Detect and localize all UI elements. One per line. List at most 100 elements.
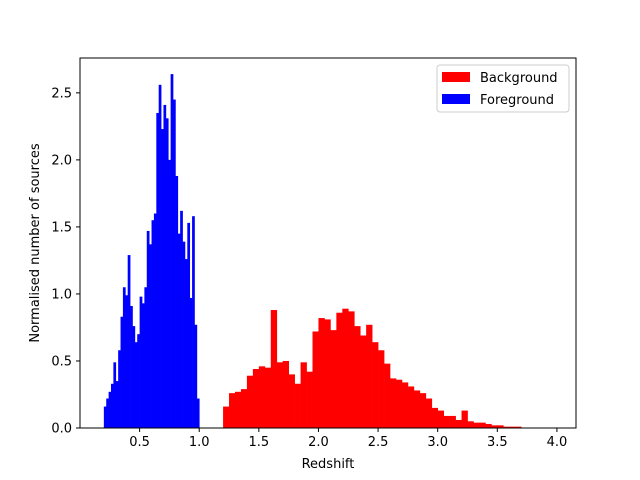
bar-foreground [139, 296, 143, 428]
bar-background [366, 324, 373, 428]
bar-foreground [184, 259, 188, 428]
bar-background [240, 389, 248, 428]
bar-background [282, 360, 289, 428]
bar-background [497, 425, 504, 428]
bar-foreground [108, 391, 112, 428]
axes-layer: 0.5 1.0 1.5 2.0 2.5 3.0 3.5 4.0 0.0 0.5 1.0 1.5 2.0 2… [51, 57, 577, 450]
bar-foreground [127, 255, 131, 428]
bar-background [461, 410, 468, 428]
bar-foreground [103, 406, 107, 428]
bar-background [342, 308, 349, 428]
bar-background [485, 423, 492, 428]
bar-background [384, 363, 391, 428]
bar-background [264, 367, 272, 428]
bar-background [407, 386, 415, 428]
bar-background [467, 421, 474, 428]
series-background [223, 308, 522, 428]
bar-foreground [122, 287, 126, 428]
bar-foreground [137, 334, 140, 428]
bar-foreground [144, 287, 148, 428]
bar-foreground [175, 175, 179, 428]
x-tick-label: 2.5 [368, 435, 389, 450]
bar-foreground [170, 74, 174, 428]
bar-background [443, 415, 450, 428]
bar-background [312, 331, 319, 428]
bar-background [431, 407, 439, 428]
bar-background [473, 422, 480, 428]
bar-background [252, 369, 260, 428]
bar-foreground [149, 244, 152, 428]
bar-background [229, 393, 236, 428]
y-tick-label: 1.5 [51, 220, 72, 235]
bar-foreground [106, 398, 109, 428]
bar-foreground [113, 362, 117, 428]
bars-layer [103, 74, 522, 429]
bar-background [336, 312, 343, 428]
y-tick-label: 0.0 [51, 422, 72, 437]
bar-foreground [111, 383, 114, 428]
bar-background [401, 382, 409, 428]
bar-foreground [196, 398, 200, 428]
bar-background [276, 362, 284, 428]
x-tick-label: 3.0 [427, 435, 448, 450]
bar-background [509, 426, 516, 428]
bar-foreground [161, 129, 164, 429]
bar-foreground [156, 112, 160, 429]
bar-background [270, 310, 278, 428]
bar-foreground [142, 303, 145, 428]
bar-background [503, 426, 510, 428]
bar-foreground [177, 233, 181, 428]
bar-foreground [168, 159, 171, 428]
bar-foreground [132, 326, 136, 428]
bar-background [413, 390, 421, 428]
bar-foreground [118, 350, 121, 428]
bar-foreground [151, 220, 155, 428]
x-tick-label: 3.5 [487, 435, 508, 450]
bar-background [449, 415, 456, 428]
x-tick-label: 1.5 [249, 435, 270, 450]
y-tick-label: 2.5 [51, 86, 72, 101]
plot-frame [79, 57, 577, 429]
bar-background [354, 326, 361, 428]
bar-foreground [182, 241, 186, 428]
bar-background [300, 362, 307, 428]
y-tick-label: 1.0 [51, 287, 72, 302]
legend-swatch-foreground [442, 94, 470, 104]
bar-foreground [120, 316, 124, 428]
bar-background [330, 330, 337, 428]
x-tick-label: 0.5 [129, 435, 150, 450]
bar-foreground [153, 213, 157, 428]
y-tick-label: 2.0 [51, 153, 72, 168]
y-tick-label: 0.5 [51, 354, 72, 369]
series-foreground [103, 74, 200, 429]
bar-background [246, 375, 254, 428]
bar-foreground [173, 99, 176, 428]
bar-background [306, 371, 313, 428]
bar-foreground [134, 342, 138, 428]
bar-foreground [180, 210, 183, 428]
bar-foreground [192, 216, 195, 428]
bar-background [235, 391, 242, 428]
bar-background [294, 383, 301, 428]
bar-background [378, 350, 385, 428]
bar-foreground [163, 104, 167, 429]
bar-background [288, 374, 295, 428]
bar-background [437, 410, 444, 428]
bar-foreground [165, 118, 169, 428]
bar-foreground [125, 295, 129, 428]
bar-background [390, 378, 397, 428]
bar-foreground [187, 222, 191, 428]
bar-background [491, 425, 498, 428]
bar-background [395, 379, 403, 428]
x-tick-label: 1.0 [189, 435, 210, 450]
legend-label-background: Background [480, 71, 558, 86]
bar-foreground [115, 381, 119, 428]
bar-background [223, 406, 230, 428]
bar-background [360, 335, 367, 428]
bar-background [258, 366, 266, 428]
legend: Background Foreground [436, 64, 570, 113]
legend-label-foreground: Foreground [480, 93, 554, 108]
bar-background [372, 342, 379, 428]
bar-foreground [130, 306, 133, 428]
